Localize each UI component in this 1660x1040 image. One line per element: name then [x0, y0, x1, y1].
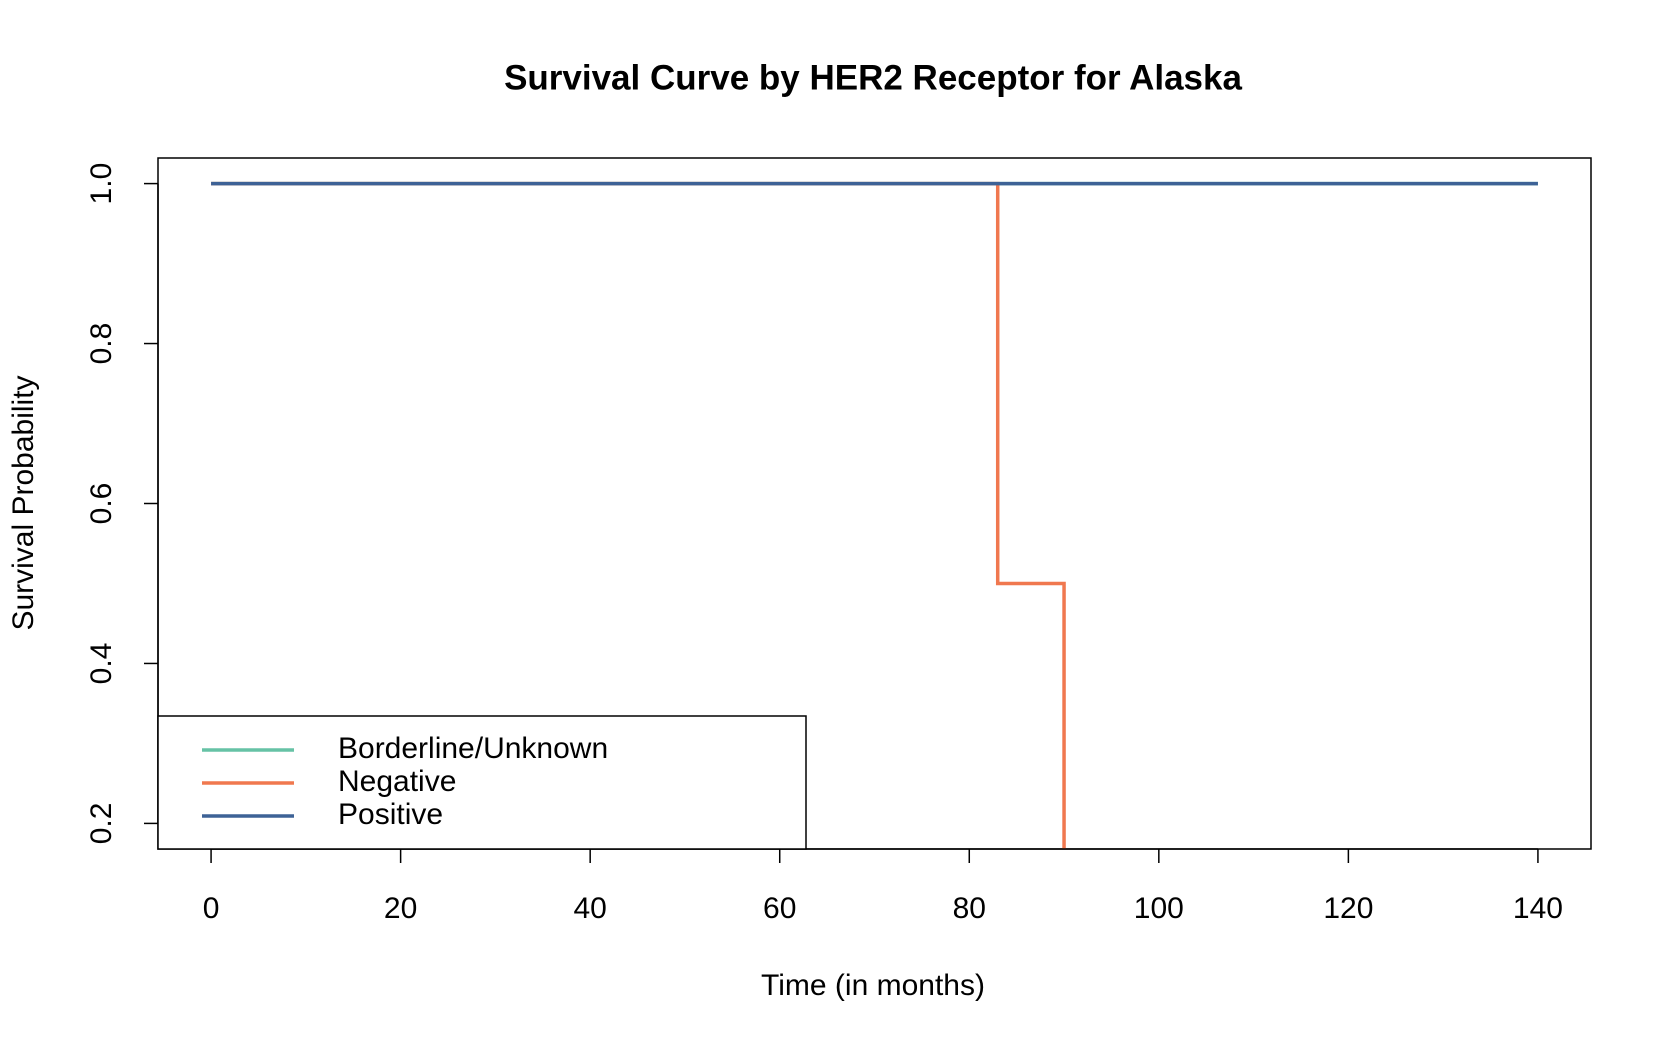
survival-curve	[211, 181, 1066, 849]
legend-label: Borderline/Unknown	[338, 732, 608, 765]
x-axis-label: Time (in months)	[761, 969, 985, 1002]
x-tick-label: 80	[953, 892, 986, 925]
x-tick-label: 120	[1323, 892, 1373, 925]
x-tick-label: 40	[573, 892, 606, 925]
plot-frame	[157, 157, 1592, 850]
x-tick-label: 60	[763, 892, 796, 925]
y-tick-label: 1.0	[85, 163, 118, 205]
y-tick-label: 0.6	[85, 483, 118, 525]
x-tick-label: 20	[384, 892, 417, 925]
y-tick-label: 0.2	[85, 803, 118, 845]
y-tick-label: 0.8	[85, 323, 118, 365]
chart-title: Survival Curve by HER2 Receptor for Alas…	[504, 58, 1242, 97]
x-tick-label: 100	[1134, 892, 1184, 925]
legend-label: Positive	[338, 798, 443, 831]
legend-label: Negative	[338, 765, 456, 798]
x-tick-label: 140	[1513, 892, 1563, 925]
x-tick-label: 0	[203, 892, 220, 925]
y-axis-label: Survival Probability	[7, 375, 40, 630]
plot-area	[211, 181, 1538, 849]
y-tick-label: 0.4	[85, 643, 118, 685]
